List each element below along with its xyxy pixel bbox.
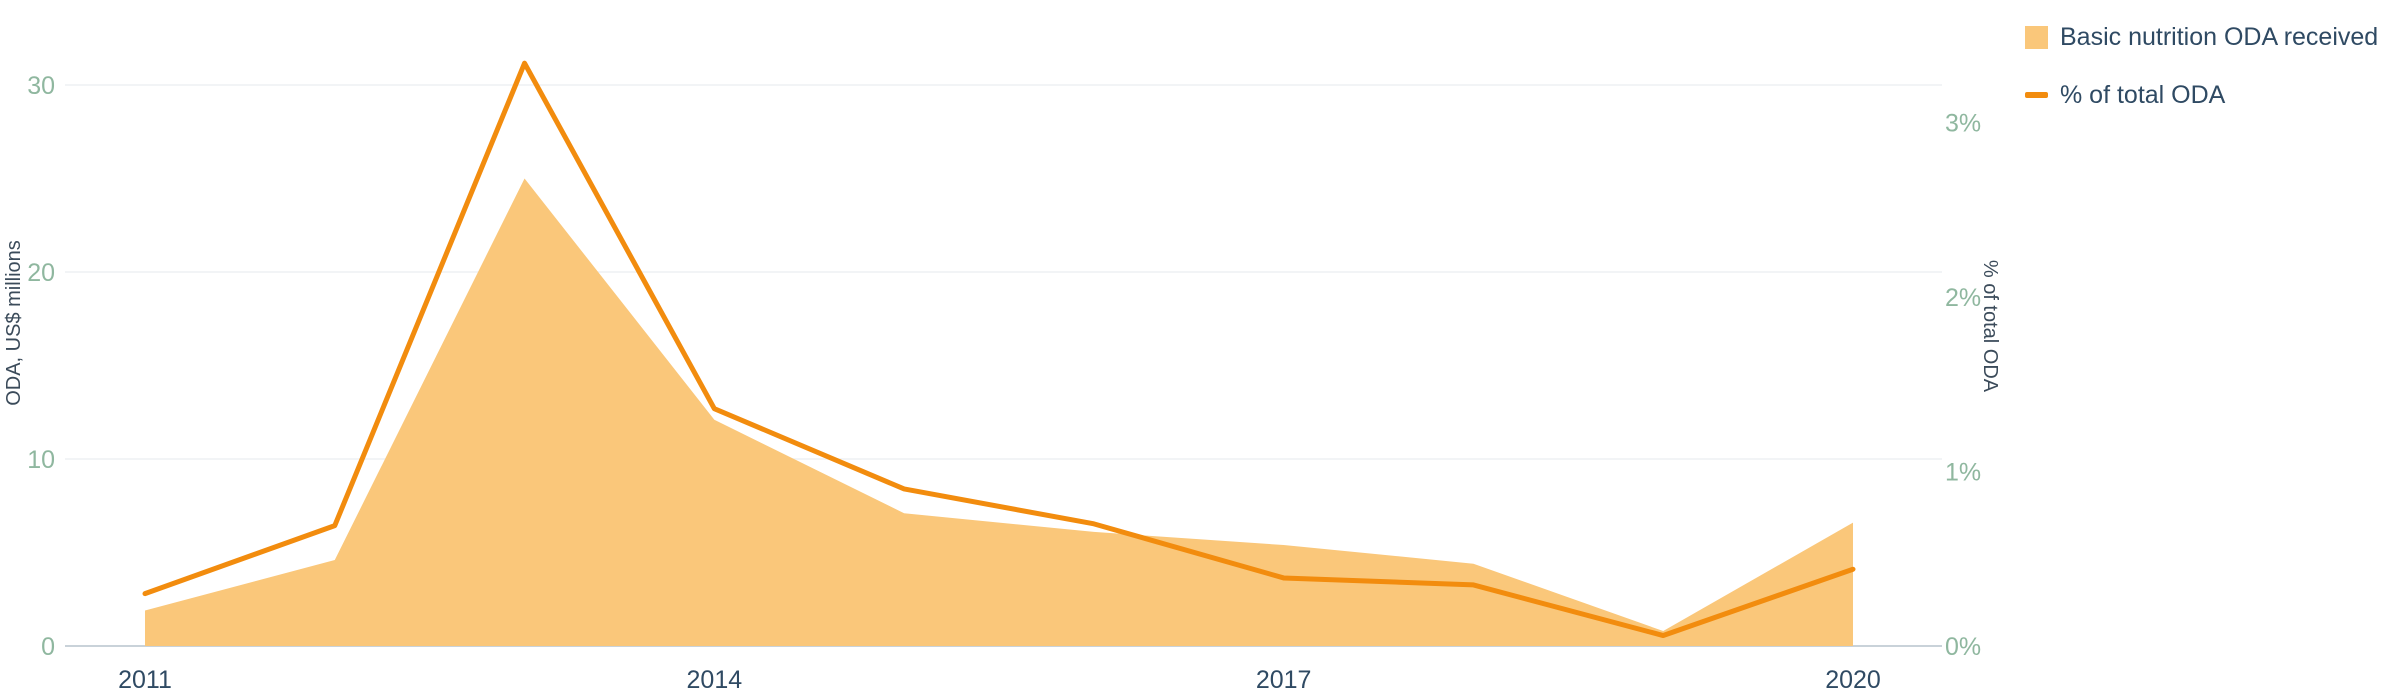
left-axis-tick-label: 10 bbox=[27, 446, 55, 474]
right-axis-tick-label: 2% bbox=[1945, 284, 1981, 312]
right-axis-tick-label: 1% bbox=[1945, 459, 1981, 487]
area-swatch-icon bbox=[2025, 25, 2048, 49]
x-axis-tick-label: 2014 bbox=[687, 666, 743, 694]
legend-label-line: % of total ODA bbox=[2060, 80, 2226, 109]
legend-item-area[interactable]: Basic nutrition ODA received bbox=[2025, 18, 2378, 56]
x-axis-tick-label: 2020 bbox=[1825, 666, 1881, 694]
area-series-basic-nutrition-oda[interactable] bbox=[145, 178, 1853, 647]
right-axis-ticks: 0% 1% 2% 3% bbox=[1945, 110, 1981, 662]
legend-label-area: Basic nutrition ODA received bbox=[2060, 22, 2379, 51]
x-axis-ticks: 2011 2014 2017 2020 bbox=[118, 666, 1881, 694]
legend-item-line[interactable]: % of total ODA bbox=[2025, 76, 2378, 114]
left-axis-tick-label: 30 bbox=[27, 72, 55, 100]
left-axis-ticks: 0 10 20 30 bbox=[27, 72, 55, 661]
right-axis-tick-label: 0% bbox=[1945, 633, 1981, 661]
left-axis-tick-label: 20 bbox=[27, 259, 55, 287]
line-swatch-icon bbox=[2025, 92, 2048, 98]
right-axis-tick-label: 3% bbox=[1945, 110, 1981, 138]
legend: Basic nutrition ODA received % of total … bbox=[2025, 18, 2378, 134]
x-axis-tick-label: 2011 bbox=[118, 666, 172, 694]
left-axis-title: ODA, US$ millions bbox=[3, 240, 25, 406]
line-series-layer bbox=[142, 60, 1856, 639]
right-axis-title: % of total ODA bbox=[1979, 260, 2001, 393]
x-axis-tick-label: 2017 bbox=[1256, 666, 1312, 694]
left-axis-tick-label: 0 bbox=[41, 633, 55, 661]
line-series-pct-total-oda[interactable] bbox=[142, 60, 1856, 639]
area-series-layer bbox=[145, 178, 1853, 647]
